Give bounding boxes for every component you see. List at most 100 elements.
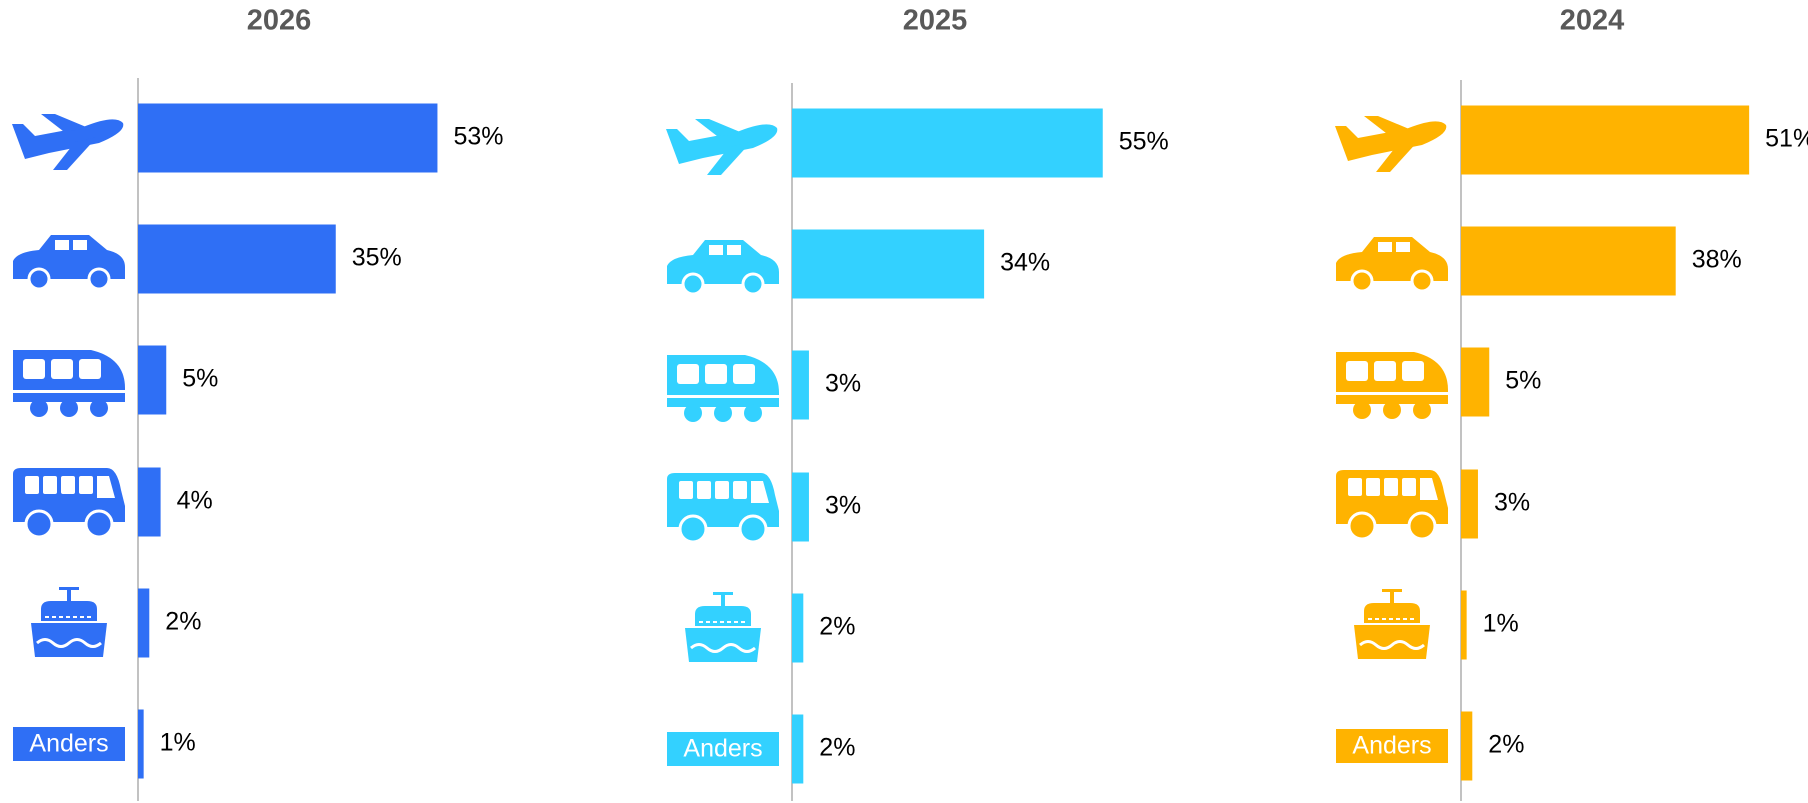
bar: [1461, 347, 1490, 417]
category-label: Anders: [683, 735, 762, 763]
plane-wing: [707, 142, 751, 175]
bus-window: [697, 481, 711, 499]
bar: [1461, 226, 1676, 296]
bar: [138, 709, 144, 779]
bus-window: [1384, 478, 1398, 496]
category-icon: Anders: [667, 732, 779, 766]
boat-mast: [67, 589, 71, 603]
category-box: [1336, 729, 1448, 763]
car-wheel: [741, 272, 765, 296]
boat-hull: [1354, 625, 1430, 659]
train-wheel: [714, 404, 732, 422]
car-wheel: [87, 267, 111, 291]
category-label: Anders: [29, 730, 108, 758]
value-label: 38%: [1692, 246, 1742, 274]
car-wheel: [1350, 269, 1374, 293]
plane-wing: [1364, 116, 1414, 133]
bus-wheel: [678, 514, 708, 544]
train-stripe: [667, 395, 779, 398]
train-window: [1374, 361, 1396, 381]
category-box: [13, 727, 125, 761]
category-icon: [1336, 352, 1448, 419]
category-icon: [31, 587, 107, 657]
value-label: 51%: [1765, 125, 1808, 153]
boat-waves: [36, 638, 102, 648]
train-wheel: [60, 399, 78, 417]
value-label: 1%: [1483, 610, 1519, 638]
bus-window: [733, 481, 747, 499]
plane-wing: [1376, 139, 1420, 172]
bar: [138, 224, 336, 294]
bar: [792, 714, 804, 784]
bus-window: [61, 476, 75, 494]
car-window: [1396, 242, 1410, 252]
bar: [1461, 469, 1478, 539]
train-window: [677, 364, 699, 384]
bus-window: [1402, 478, 1416, 496]
value-label: 35%: [352, 244, 402, 272]
bus-door: [97, 476, 115, 498]
plane-wing: [53, 137, 97, 170]
train-stripe: [1336, 392, 1448, 395]
train-window: [1402, 361, 1424, 381]
bus-window: [25, 476, 39, 494]
bus-wheel: [24, 509, 54, 539]
category-icon: [1336, 470, 1448, 541]
train-wheel: [1353, 401, 1371, 419]
car-wheel: [27, 267, 51, 291]
train-wheel: [684, 404, 702, 422]
bar: [792, 350, 809, 420]
train-stripe: [13, 390, 125, 393]
train-window: [23, 359, 45, 379]
car-window: [709, 245, 723, 255]
category-icon: [666, 119, 778, 175]
car-window: [1378, 242, 1392, 252]
bus-window: [79, 476, 93, 494]
category-icon: [667, 240, 779, 296]
value-label: 1%: [160, 729, 196, 757]
boat-mast-top: [713, 592, 733, 595]
value-label: 53%: [453, 123, 503, 151]
category-icon: [13, 350, 125, 417]
boat-hull: [31, 623, 107, 657]
bar: [792, 108, 1103, 178]
bar: [138, 345, 167, 415]
boat-mast-top: [1382, 589, 1402, 592]
category-icon: [667, 355, 779, 422]
plane-wing: [695, 119, 745, 136]
train-window: [79, 359, 101, 379]
value-label: 2%: [819, 734, 855, 762]
value-label: 3%: [1494, 489, 1530, 517]
chart-title: 2024: [1560, 5, 1625, 37]
category-icon: [13, 235, 125, 291]
bar: [138, 103, 438, 173]
category-icon: [685, 592, 761, 662]
train-wheel: [1383, 401, 1401, 419]
boat-mast-top: [59, 587, 79, 590]
bar: [792, 593, 804, 663]
value-label: 4%: [177, 487, 213, 515]
boat-waves: [1359, 640, 1425, 650]
train-wheel: [30, 399, 48, 417]
train-window: [705, 364, 727, 384]
bar: [1461, 711, 1473, 781]
value-label: 5%: [1505, 367, 1541, 395]
boat-mast: [1390, 591, 1394, 605]
bar: [1461, 590, 1467, 660]
category-icon: [13, 468, 125, 539]
train-window: [733, 364, 755, 384]
bar: [1461, 105, 1750, 175]
bus-wheel: [1407, 511, 1437, 541]
bus-window: [1366, 478, 1380, 496]
bus-wheel: [1347, 511, 1377, 541]
plane-body: [12, 119, 124, 159]
boat-mast: [721, 594, 725, 608]
bus-door: [751, 481, 769, 503]
train-window: [1346, 361, 1368, 381]
category-box: [667, 732, 779, 766]
boat-hull: [685, 628, 761, 662]
bus-wheel: [84, 509, 114, 539]
plane-wing: [41, 114, 91, 131]
